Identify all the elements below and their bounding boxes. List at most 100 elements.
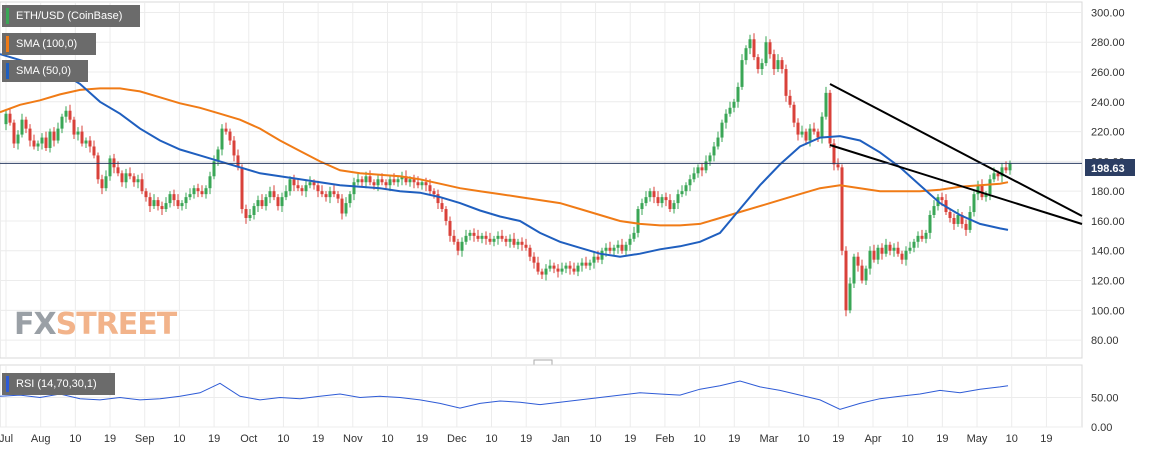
x-tick-label: 19 xyxy=(1040,433,1052,445)
x-tick-label: Feb xyxy=(655,433,674,445)
candle-body xyxy=(776,60,780,70)
candle-body xyxy=(164,203,168,210)
candle-body xyxy=(948,212,952,218)
legend-sma50[interactable]: SMA (50,0) xyxy=(2,60,88,82)
candle-body xyxy=(240,167,244,210)
candle-body xyxy=(388,179,392,186)
candle-body xyxy=(816,131,820,138)
candle-body xyxy=(592,256,596,263)
candle-body xyxy=(476,235,480,239)
main-grid xyxy=(0,1,1083,366)
candle-body xyxy=(832,143,836,165)
candle-body xyxy=(940,197,944,201)
x-tick-label: 10 xyxy=(693,433,705,445)
candle-body xyxy=(756,57,760,70)
main-y-tick-label: 220.00 xyxy=(1091,127,1125,139)
candle-body xyxy=(704,161,708,171)
sma50-line xyxy=(0,53,1009,258)
candle-body xyxy=(620,244,624,251)
candle-body xyxy=(952,217,956,224)
x-tick-label: Sep xyxy=(135,433,155,445)
candle-body xyxy=(244,209,248,218)
candle-body xyxy=(660,197,664,204)
candle-body xyxy=(320,191,324,195)
indicator-lines xyxy=(0,53,1083,410)
candle-body xyxy=(916,235,920,242)
candle-body xyxy=(680,191,684,195)
candle-body xyxy=(128,173,132,177)
candle-body xyxy=(480,235,484,239)
legend-rsi-swatch xyxy=(6,376,9,392)
sma100-line xyxy=(0,87,1009,227)
candle-body xyxy=(512,238,516,245)
candle-body xyxy=(508,238,512,242)
candle-body xyxy=(56,128,60,141)
candle-body xyxy=(220,128,224,150)
candle-body xyxy=(168,194,172,204)
main-pane-frame xyxy=(0,1,1083,359)
candle-body xyxy=(272,191,276,198)
x-tick-label: Dec xyxy=(447,433,467,445)
candle-body xyxy=(984,194,988,198)
candle-body xyxy=(860,265,864,281)
x-tick-label: 10 xyxy=(798,433,810,445)
candle-body xyxy=(564,265,568,269)
candle-body xyxy=(888,244,892,251)
x-tick-label: 10 xyxy=(277,433,289,445)
x-tick-label: Nov xyxy=(343,433,363,445)
candle-body xyxy=(868,250,872,269)
candle-body xyxy=(264,197,268,207)
candle-body xyxy=(344,203,348,214)
candle-body xyxy=(152,200,156,207)
candle-body xyxy=(96,155,100,180)
candle-body xyxy=(708,155,712,162)
candle-body xyxy=(648,191,652,198)
last-price-badge xyxy=(1085,159,1135,176)
candle-body xyxy=(68,110,72,120)
candle-body xyxy=(352,182,356,195)
candle-body xyxy=(968,212,972,230)
candle-body xyxy=(32,140,36,147)
candle-body xyxy=(896,247,900,254)
candle-body xyxy=(148,197,152,207)
candle-body xyxy=(976,185,980,195)
x-tick-label: Jul xyxy=(0,433,13,445)
candle-body xyxy=(804,131,808,141)
candle-body xyxy=(596,256,600,260)
candle-body xyxy=(316,185,320,192)
legend-sma100-label: SMA (100,0) xyxy=(16,38,78,50)
candle-body xyxy=(200,191,204,195)
candle-body xyxy=(300,188,304,192)
x-tick-label: Aug xyxy=(31,433,51,445)
candle-body xyxy=(740,60,744,87)
candle-body xyxy=(548,265,552,269)
x-tick-label: 19 xyxy=(208,433,220,445)
candle-body xyxy=(296,185,300,189)
candle-body xyxy=(588,262,592,266)
candle-body xyxy=(496,235,500,239)
candle-body xyxy=(788,95,792,105)
candle-body xyxy=(904,250,908,260)
candle-body xyxy=(88,140,92,147)
candle-body xyxy=(880,247,884,254)
legend-sma100[interactable]: SMA (100,0) xyxy=(2,33,96,55)
x-tick-label: 10 xyxy=(173,433,185,445)
x-tick-label: 19 xyxy=(936,433,948,445)
candle-body xyxy=(1004,167,1008,171)
candle-body xyxy=(312,182,316,186)
candle-body xyxy=(8,113,12,123)
candle-body xyxy=(364,176,368,183)
candle-body xyxy=(652,191,656,198)
candle-body xyxy=(212,161,216,177)
candle-body xyxy=(448,220,452,236)
candle-body xyxy=(988,179,992,195)
candle-body xyxy=(536,262,540,272)
legend-rsi[interactable]: RSI (14,70,30,1) xyxy=(2,373,115,395)
candle-body xyxy=(424,182,428,186)
legend-main[interactable]: ETH/USD (CoinBase) xyxy=(2,5,140,27)
x-tick-label: 10 xyxy=(589,433,601,445)
candle-body xyxy=(624,244,628,251)
candle-body xyxy=(520,241,524,245)
main-y-tick-label: 80.00 xyxy=(1091,335,1119,347)
candle-body xyxy=(920,235,924,239)
